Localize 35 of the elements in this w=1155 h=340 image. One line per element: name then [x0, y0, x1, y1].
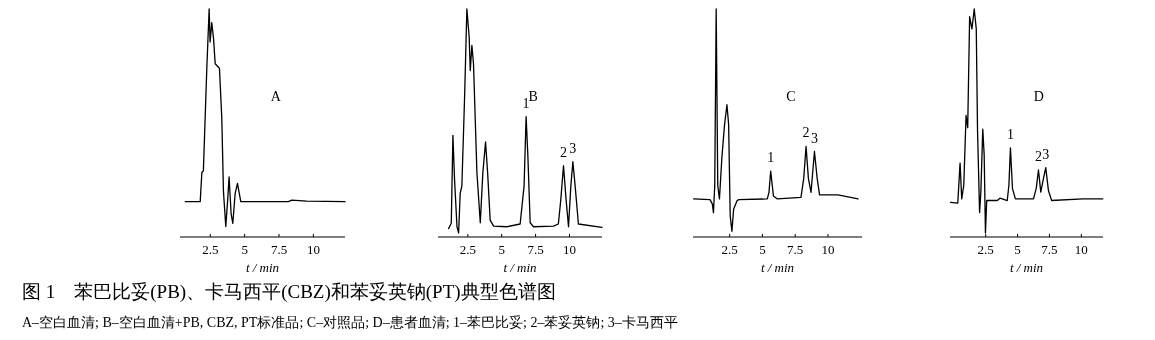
annotation: 3: [1042, 146, 1050, 162]
x-tick-label: 5: [759, 242, 766, 257]
x-tick-label: 7.5: [1041, 242, 1058, 257]
x-axis-title: t / min: [1009, 260, 1044, 275]
annotation: 2: [560, 144, 568, 160]
x-tick-label: 7.5: [270, 242, 288, 257]
text: A–空白血清; B–空白血清+PB, CBZ, PT标准品; C–对照品; D–患者血清; 1–苯巴比妥; 2–苯妥英钠; 3–卡马西平: [22, 315, 678, 330]
x-tick-label: 10: [562, 242, 576, 257]
x-tick-label: 7.5: [527, 242, 544, 257]
text: 图 1 苯巴比妥(PB)、卡马西平(CBZ)和苯妥英钠(PT)典型色谱图: [22, 281, 556, 303]
x-tick-label: 2.5: [459, 242, 476, 257]
x-tick-label: 7.5: [787, 242, 804, 257]
x-tick-label: 5: [241, 242, 248, 257]
x-tick-label: 2.5: [977, 242, 994, 257]
annotation: 2: [802, 125, 810, 141]
x-axis-title: t / min: [760, 260, 795, 275]
annotation: 1: [522, 95, 530, 111]
annotation: 1: [767, 150, 775, 166]
annotation: D: [1033, 89, 1044, 104]
annotation: C: [786, 89, 796, 104]
x-tick-label: 2.5: [202, 242, 219, 257]
x-tick-label: 2.5: [721, 242, 738, 257]
annotation: 2: [1034, 148, 1042, 164]
x-tick-label: 5: [1014, 242, 1021, 257]
x-tick-label: 10: [821, 242, 835, 257]
annotation: 1: [1006, 126, 1014, 142]
annotation: 3: [569, 140, 577, 156]
x-tick-label: 10: [306, 242, 320, 257]
x-axis-title: t / min: [503, 260, 537, 275]
annotation: 3: [810, 130, 818, 146]
x-tick-label: 5: [498, 242, 505, 257]
x-tick-label: 10: [1074, 242, 1088, 257]
x-axis-title: t / min: [245, 260, 280, 275]
annotation: A: [270, 89, 282, 104]
annotation: B: [528, 89, 538, 104]
